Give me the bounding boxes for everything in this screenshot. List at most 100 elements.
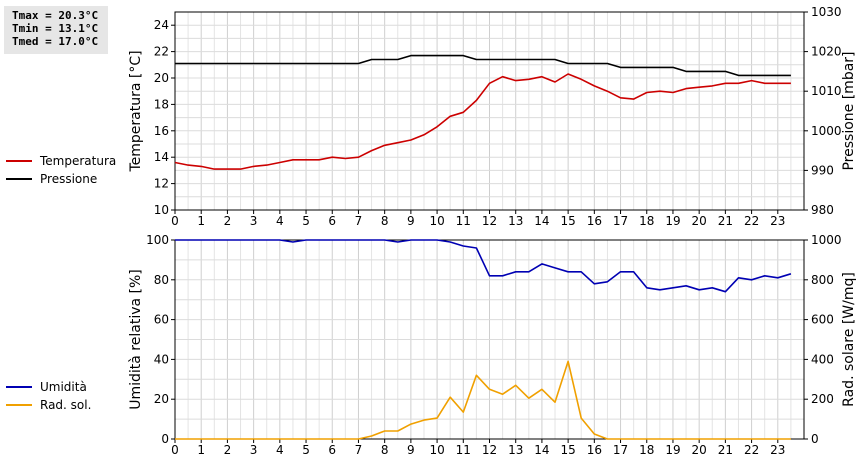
x-tick-label: 12 — [482, 443, 497, 457]
x-tick-label: 7 — [355, 443, 363, 457]
x-tick-label: 8 — [381, 214, 389, 228]
x-tick-label: 11 — [456, 443, 471, 457]
y2-tick-label: 600 — [811, 313, 834, 327]
y2-tick-label: 1010 — [811, 84, 842, 98]
y2-tick-label: 1000 — [811, 233, 842, 247]
x-tick-label: 5 — [302, 214, 310, 228]
y2-tick-label: 1020 — [811, 45, 842, 59]
y-tick-label: 40 — [154, 352, 169, 366]
x-tick-label: 2 — [224, 443, 232, 457]
x-tick-label: 5 — [302, 443, 310, 457]
legend-item-pressione: Pressione — [6, 170, 116, 188]
x-tick-label: 22 — [744, 443, 759, 457]
legend-top: Temperatura Pressione — [6, 152, 116, 188]
x-tick-label: 12 — [482, 214, 497, 228]
x-tick-label: 10 — [429, 443, 444, 457]
x-tick-label: 17 — [613, 214, 628, 228]
x-tick-label: 10 — [429, 214, 444, 228]
x-tick-label: 15 — [560, 443, 575, 457]
x-tick-label: 9 — [407, 214, 415, 228]
legend-label: Temperatura — [40, 154, 117, 168]
legend-swatch — [6, 386, 32, 388]
x-tick-label: 9 — [407, 443, 415, 457]
x-tick-label: 6 — [328, 214, 336, 228]
y2-axis-label: Rad. solare [W/mq] — [841, 272, 857, 407]
x-tick-label: 16 — [587, 443, 602, 457]
y2-tick-label: 1030 — [811, 5, 842, 19]
x-tick-label: 17 — [613, 443, 628, 457]
x-tick-label: 1 — [197, 443, 205, 457]
legend-item-umidita: Umidità — [6, 378, 91, 396]
legend-item-temperatura: Temperatura — [6, 152, 116, 170]
y2-tick-label: 200 — [811, 392, 834, 406]
y-tick-label: 22 — [154, 45, 169, 59]
y-tick-label: 24 — [154, 18, 169, 32]
x-tick-label: 23 — [770, 214, 785, 228]
series-line-temperatura — [174, 73, 791, 170]
x-tick-label: 6 — [328, 443, 336, 457]
x-tick-label: 14 — [534, 214, 549, 228]
series-line-umidit- — [175, 239, 792, 293]
legend-bottom: Umidità Rad. sol. — [6, 378, 91, 414]
x-tick-label: 7 — [355, 214, 363, 228]
y-tick-label: 12 — [154, 177, 169, 191]
x-tick-label: 19 — [665, 214, 680, 228]
x-tick-label: 18 — [639, 443, 654, 457]
y-axis-label: Temperatura [°C] — [128, 50, 144, 172]
x-tick-label: 0 — [171, 214, 179, 228]
series-line-pressione — [175, 54, 791, 77]
x-tick-label: 21 — [718, 443, 733, 457]
y2-tick-label: 400 — [811, 352, 834, 366]
x-tick-label: 13 — [508, 214, 523, 228]
x-tick-label: 20 — [692, 443, 707, 457]
stats-tmed: Tmed = 17.0°C — [12, 35, 99, 48]
x-tick-label: 20 — [692, 214, 707, 228]
x-tick-label: 3 — [250, 443, 258, 457]
legend-swatch — [6, 178, 32, 180]
y-tick-label: 20 — [154, 392, 169, 406]
y-tick-label: 80 — [154, 273, 169, 287]
y2-axis-label: Pressione [mbar] — [841, 51, 857, 170]
x-tick-label: 11 — [456, 214, 471, 228]
x-tick-label: 14 — [534, 443, 549, 457]
x-tick-label: 23 — [770, 443, 785, 457]
x-tick-label: 3 — [250, 214, 258, 228]
x-tick-label: 4 — [276, 443, 284, 457]
y2-tick-label: 1000 — [811, 124, 842, 138]
legend-item-rad-sol: Rad. sol. — [6, 396, 91, 414]
y-axis-label: Umidità relativa [%] — [128, 269, 144, 410]
x-tick-label: 8 — [381, 443, 389, 457]
y2-tick-label: 0 — [811, 432, 819, 446]
legend-label: Umidità — [40, 380, 87, 394]
y-tick-label: 10 — [154, 203, 169, 217]
x-tick-label: 2 — [224, 214, 232, 228]
x-tick-label: 19 — [665, 443, 680, 457]
y2-tick-label: 990 — [811, 163, 834, 177]
y2-tick-label: 980 — [811, 203, 834, 217]
x-tick-label: 18 — [639, 214, 654, 228]
y2-tick-label: 800 — [811, 273, 834, 287]
legend-swatch — [6, 404, 32, 406]
y-tick-label: 60 — [154, 313, 169, 327]
x-tick-label: 4 — [276, 214, 284, 228]
legend-swatch — [6, 160, 32, 162]
stats-tmin: Tmin = 13.1°C — [12, 22, 99, 35]
x-tick-label: 1 — [197, 214, 205, 228]
x-tick-label: 21 — [718, 214, 733, 228]
y-tick-label: 20 — [154, 71, 169, 85]
legend-label: Pressione — [40, 172, 98, 186]
stats-box: Tmax = 20.3°C Tmin = 13.1°C Tmed = 17.0°… — [4, 6, 108, 54]
y-tick-label: 16 — [154, 124, 169, 138]
y-tick-label: 14 — [154, 150, 169, 164]
y-tick-label: 18 — [154, 97, 169, 111]
x-tick-label: 22 — [744, 214, 759, 228]
x-tick-label: 13 — [508, 443, 523, 457]
legend-label: Rad. sol. — [40, 398, 92, 412]
x-tick-label: 16 — [587, 214, 602, 228]
y-tick-label: 100 — [146, 233, 169, 247]
x-tick-label: 15 — [560, 214, 575, 228]
x-tick-label: 0 — [171, 443, 179, 457]
y-tick-label: 0 — [161, 432, 169, 446]
